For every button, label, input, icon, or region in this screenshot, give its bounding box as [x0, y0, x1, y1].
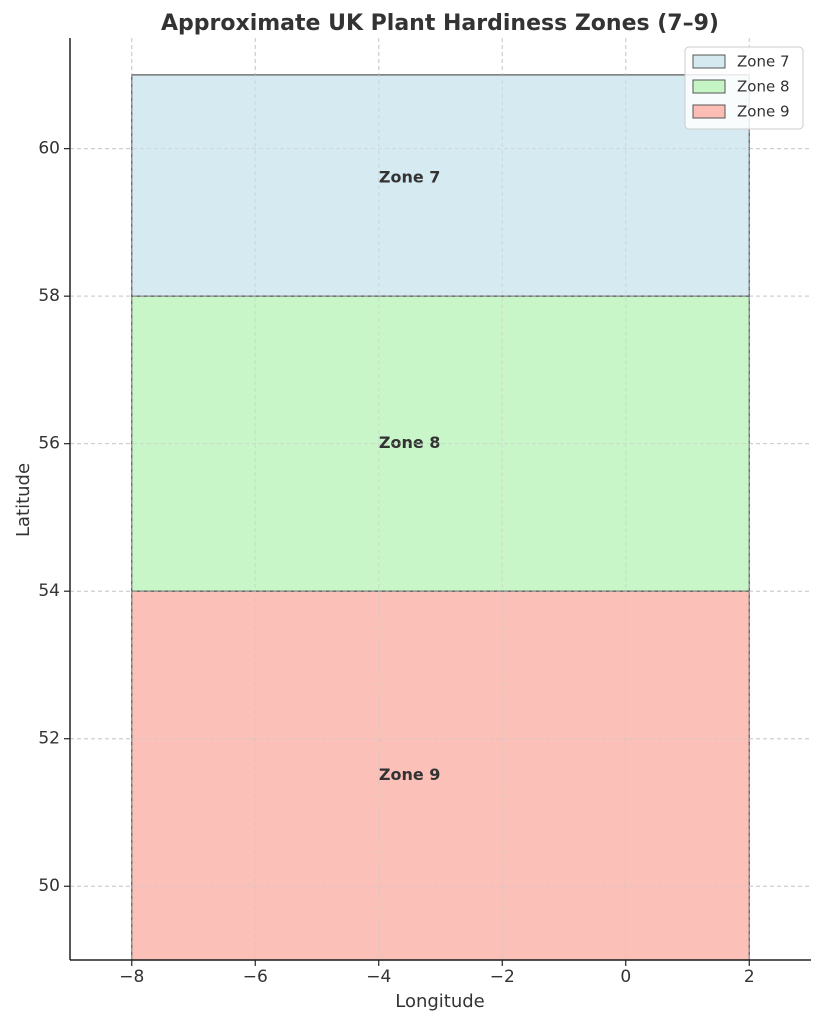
chart-title: Approximate UK Plant Hardiness Zones (7–… [161, 11, 719, 36]
x-axis-label: Longitude [395, 991, 485, 1012]
y-axis-label: Latitude [13, 463, 34, 537]
zone-9-region [131, 590, 750, 961]
y-tick-label: 58 [38, 286, 60, 306]
y-tick-label: 56 [38, 434, 60, 454]
x-tick-label: 0 [620, 967, 631, 987]
x-tick-label: 2 [744, 967, 755, 987]
axes-layer: −8 −6 −4 −2 0 2 50 52 54 56 58 60 [38, 38, 811, 987]
y-tick-label: 52 [38, 729, 60, 749]
zones-layer: Zone 7 Zone 8 Zone 9 [70, 38, 811, 961]
x-tick-label: −8 [119, 967, 144, 987]
zone-9-label: Zone 9 [379, 765, 441, 784]
zone-8-label: Zone 8 [379, 433, 441, 452]
legend-label-zone-9: Zone 9 [737, 103, 790, 121]
legend-label-zone-8: Zone 8 [737, 78, 790, 96]
y-tick-label: 50 [38, 876, 60, 896]
zone-7-region [131, 74, 750, 297]
x-tick-label: −6 [243, 967, 268, 987]
y-tick-label: 60 [38, 139, 60, 159]
legend-label-zone-7: Zone 7 [737, 53, 790, 71]
x-tick-label: −2 [490, 967, 515, 987]
legend-swatch-zone-9 [692, 104, 726, 119]
legend-swatch-zone-8 [692, 79, 726, 94]
legend-swatch-zone-7 [692, 54, 726, 69]
zone-7-label: Zone 7 [379, 168, 441, 187]
y-tick-label: 54 [38, 581, 60, 601]
legend: Zone 7 Zone 8 Zone 9 [684, 46, 804, 130]
x-tick-label: −4 [366, 967, 391, 987]
